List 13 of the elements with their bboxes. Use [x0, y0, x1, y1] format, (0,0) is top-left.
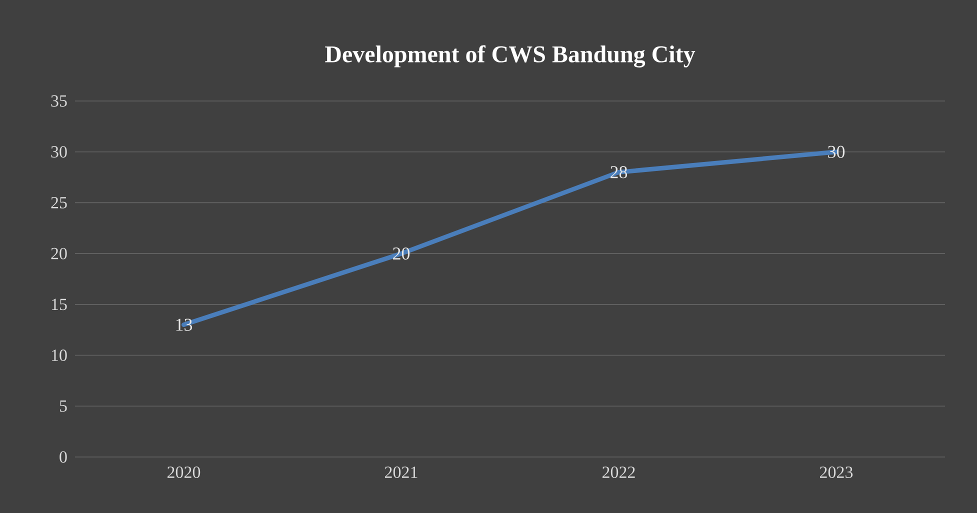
- y-tick-label: 0: [60, 451, 67, 463]
- x-tick-label: 2020: [168, 466, 200, 478]
- y-tick-label: 30: [51, 146, 67, 158]
- y-tick-label: 35: [51, 95, 67, 107]
- x-tick-label: 2021: [385, 466, 418, 478]
- x-tick-label: 2022: [602, 466, 635, 478]
- chart-title: Development of CWS Bandung City: [325, 45, 696, 68]
- y-tick-label: 5: [60, 400, 67, 412]
- y-tick-label: 10: [52, 350, 67, 362]
- y-tick-label: 20: [51, 248, 67, 260]
- y-tick-label: 25: [51, 197, 67, 208]
- y-tick-label: 15: [52, 298, 67, 310]
- x-tick-label: 2023: [820, 466, 853, 478]
